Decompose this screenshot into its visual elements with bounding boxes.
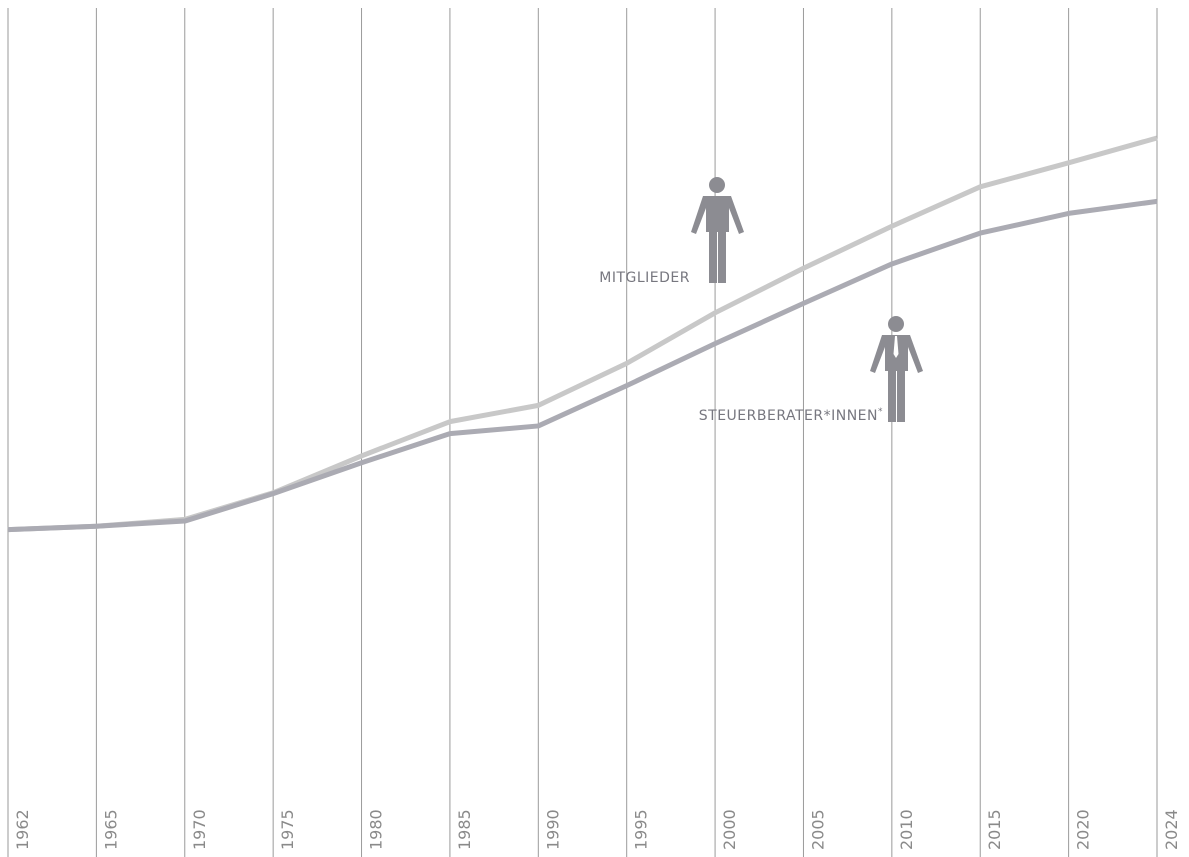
advisor-icon (870, 316, 923, 422)
series-label: MITGLIEDER (599, 270, 690, 286)
x-tick-label: 1962 (13, 809, 32, 850)
x-tick-label: 1970 (190, 809, 209, 850)
x-tick-label: 1975 (278, 809, 297, 850)
series-line (7, 198, 1158, 533)
x-tick-label: 1990 (543, 809, 562, 850)
series-line (7, 135, 1158, 533)
series-label-text: STEUERBERATER*INNEN (699, 408, 878, 424)
member-icon (691, 177, 744, 283)
x-tick-label: 2010 (897, 809, 916, 850)
x-tick-label: 2015 (985, 809, 1004, 850)
x-tick-label: 1985 (455, 809, 474, 850)
x-tick-label: 2005 (808, 809, 827, 850)
x-tick-label: 1995 (632, 809, 651, 850)
x-tick-label: 1965 (101, 809, 120, 850)
lines (7, 135, 1158, 533)
x-tick-label: 2024 (1162, 809, 1181, 850)
x-tick-label: 1980 (367, 809, 386, 850)
footnote-mark: * (878, 407, 883, 417)
x-tick-label: 2020 (1074, 809, 1093, 850)
x-tick-label: 2000 (720, 809, 739, 850)
series-label: STEUERBERATER*INNEN* (699, 407, 883, 424)
grid: 1962 1965 1970 1975 1980 1985 1990 1995 2000 2005… (7, 8, 1181, 857)
